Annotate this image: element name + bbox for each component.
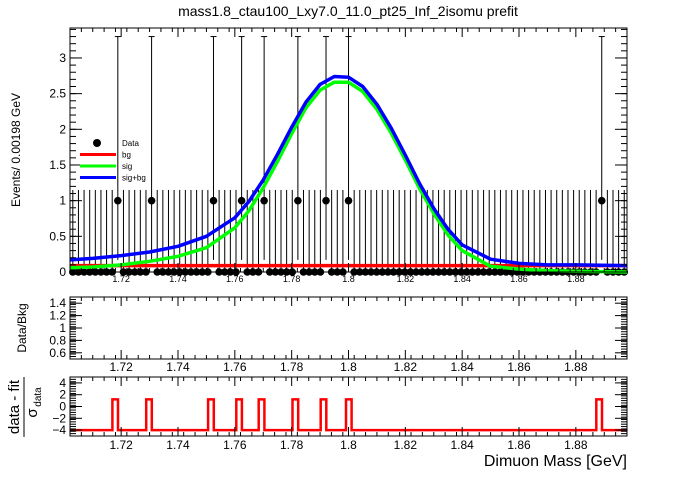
y-tick-label: 0 [59, 265, 66, 279]
legend-label: sig+bg [122, 174, 146, 183]
pull-xlabel: Dimuon Mass [GeV] [484, 453, 627, 470]
y-tick-label: 2 [59, 122, 66, 136]
legend-label: sig [122, 162, 132, 171]
y-tick-label: 2 [59, 388, 66, 402]
x-tick-label: 1.84 [453, 274, 471, 284]
data-point [322, 196, 330, 205]
x-tick-label: 1.74 [166, 438, 190, 452]
legend: Data bg sig sig+bg [80, 139, 146, 183]
pull-ylabel-denominator: σ [24, 408, 41, 418]
data-point [237, 196, 246, 205]
x-tick-label: 1.88 [564, 438, 588, 452]
pull-ylabel-subscript: data [33, 387, 44, 407]
chart-title: mass1.8_ctau100_Lxy7.0_11.0_pt25_Inf_2is… [178, 3, 518, 19]
x-tick-label: 1.86 [507, 438, 531, 452]
y-tick-label: 0.8 [49, 333, 66, 347]
curve-sigplusbg [69, 74, 628, 268]
curve-sig [69, 80, 628, 274]
ratio-panel: 0.60.811.21.4 1.72 1.74 1.76 1.78 1.8 1.82 1.8… [15, 296, 628, 374]
ratio-frame [69, 296, 628, 360]
x-tick-label: 1.8 [340, 360, 357, 374]
x-tick-label: 1.88 [567, 274, 585, 284]
x-tick-label: 1.76 [226, 274, 244, 284]
x-tick-label: 1.8 [342, 274, 355, 284]
x-tick-label: 1.82 [394, 438, 418, 452]
x-tick-label: 1.82 [394, 360, 418, 374]
x-tick-label: 1.8 [340, 438, 357, 452]
legend-label: Data [122, 139, 139, 148]
data-point [114, 196, 122, 205]
data-point [294, 196, 302, 205]
data-point [597, 196, 606, 205]
x-tick-label: 1.74 [169, 274, 187, 284]
y-tick-label: −2 [52, 411, 66, 425]
data-point [209, 196, 218, 205]
x-tick-label: 1.84 [450, 438, 474, 452]
y-tick-label: 1 [59, 321, 66, 335]
x-tick-label: 1.88 [564, 360, 588, 374]
x-tick-label: 1.78 [280, 438, 304, 452]
y-tick-label: 1.2 [49, 309, 66, 323]
data-series [69, 36, 629, 276]
main-ylabel: Events/ 0.00198 GeV [9, 93, 23, 207]
y-tick-label: −4 [52, 423, 66, 437]
x-tick-label: 1.78 [280, 360, 304, 374]
x-tick-label: 1.84 [450, 360, 474, 374]
x-tick-label: 1.82 [397, 274, 415, 284]
data-point [147, 196, 156, 205]
x-tick-label: 1.74 [166, 360, 190, 374]
y-tick-label: 4 [59, 376, 66, 390]
x-tick-label: 1.72 [112, 274, 130, 284]
x-tick-label: 1.72 [109, 438, 133, 452]
y-tick-label: 1.4 [49, 296, 66, 310]
x-tick-label: 1.76 [223, 438, 247, 452]
legend-label: bg [122, 151, 131, 160]
y-tick-label: 2.5 [49, 87, 66, 101]
x-tick-label: 1.86 [507, 360, 531, 374]
pull-line [70, 398, 627, 432]
y-tick-label: 0.5 [49, 229, 66, 243]
main-panel: 0 0.5 1 1.5 2 2.5 3 1.72 1.74 1.76 1.78 1.8 1.82 1.8… [9, 27, 629, 284]
x-tick-label: 1.72 [109, 360, 133, 374]
x-tick-label: 1.86 [510, 274, 528, 284]
data-point [260, 196, 268, 205]
legend-marker-data [93, 139, 101, 147]
y-tick-label: 1.5 [49, 158, 66, 172]
x-tick-label: 1.76 [223, 360, 247, 374]
y-tick-label: 0.6 [49, 346, 66, 360]
y-tick-label: 3 [59, 51, 66, 65]
data-point [344, 196, 353, 205]
y-tick-label: 0 [59, 400, 66, 414]
y-tick-label: 1 [59, 194, 66, 208]
ratio-ylabel: Data/Bkg [15, 303, 29, 352]
pull-ylabel-numerator: data - fit [6, 379, 23, 434]
pull-ylabel: data - fit σ data [6, 377, 44, 437]
x-tick-label: 1.78 [283, 274, 301, 284]
